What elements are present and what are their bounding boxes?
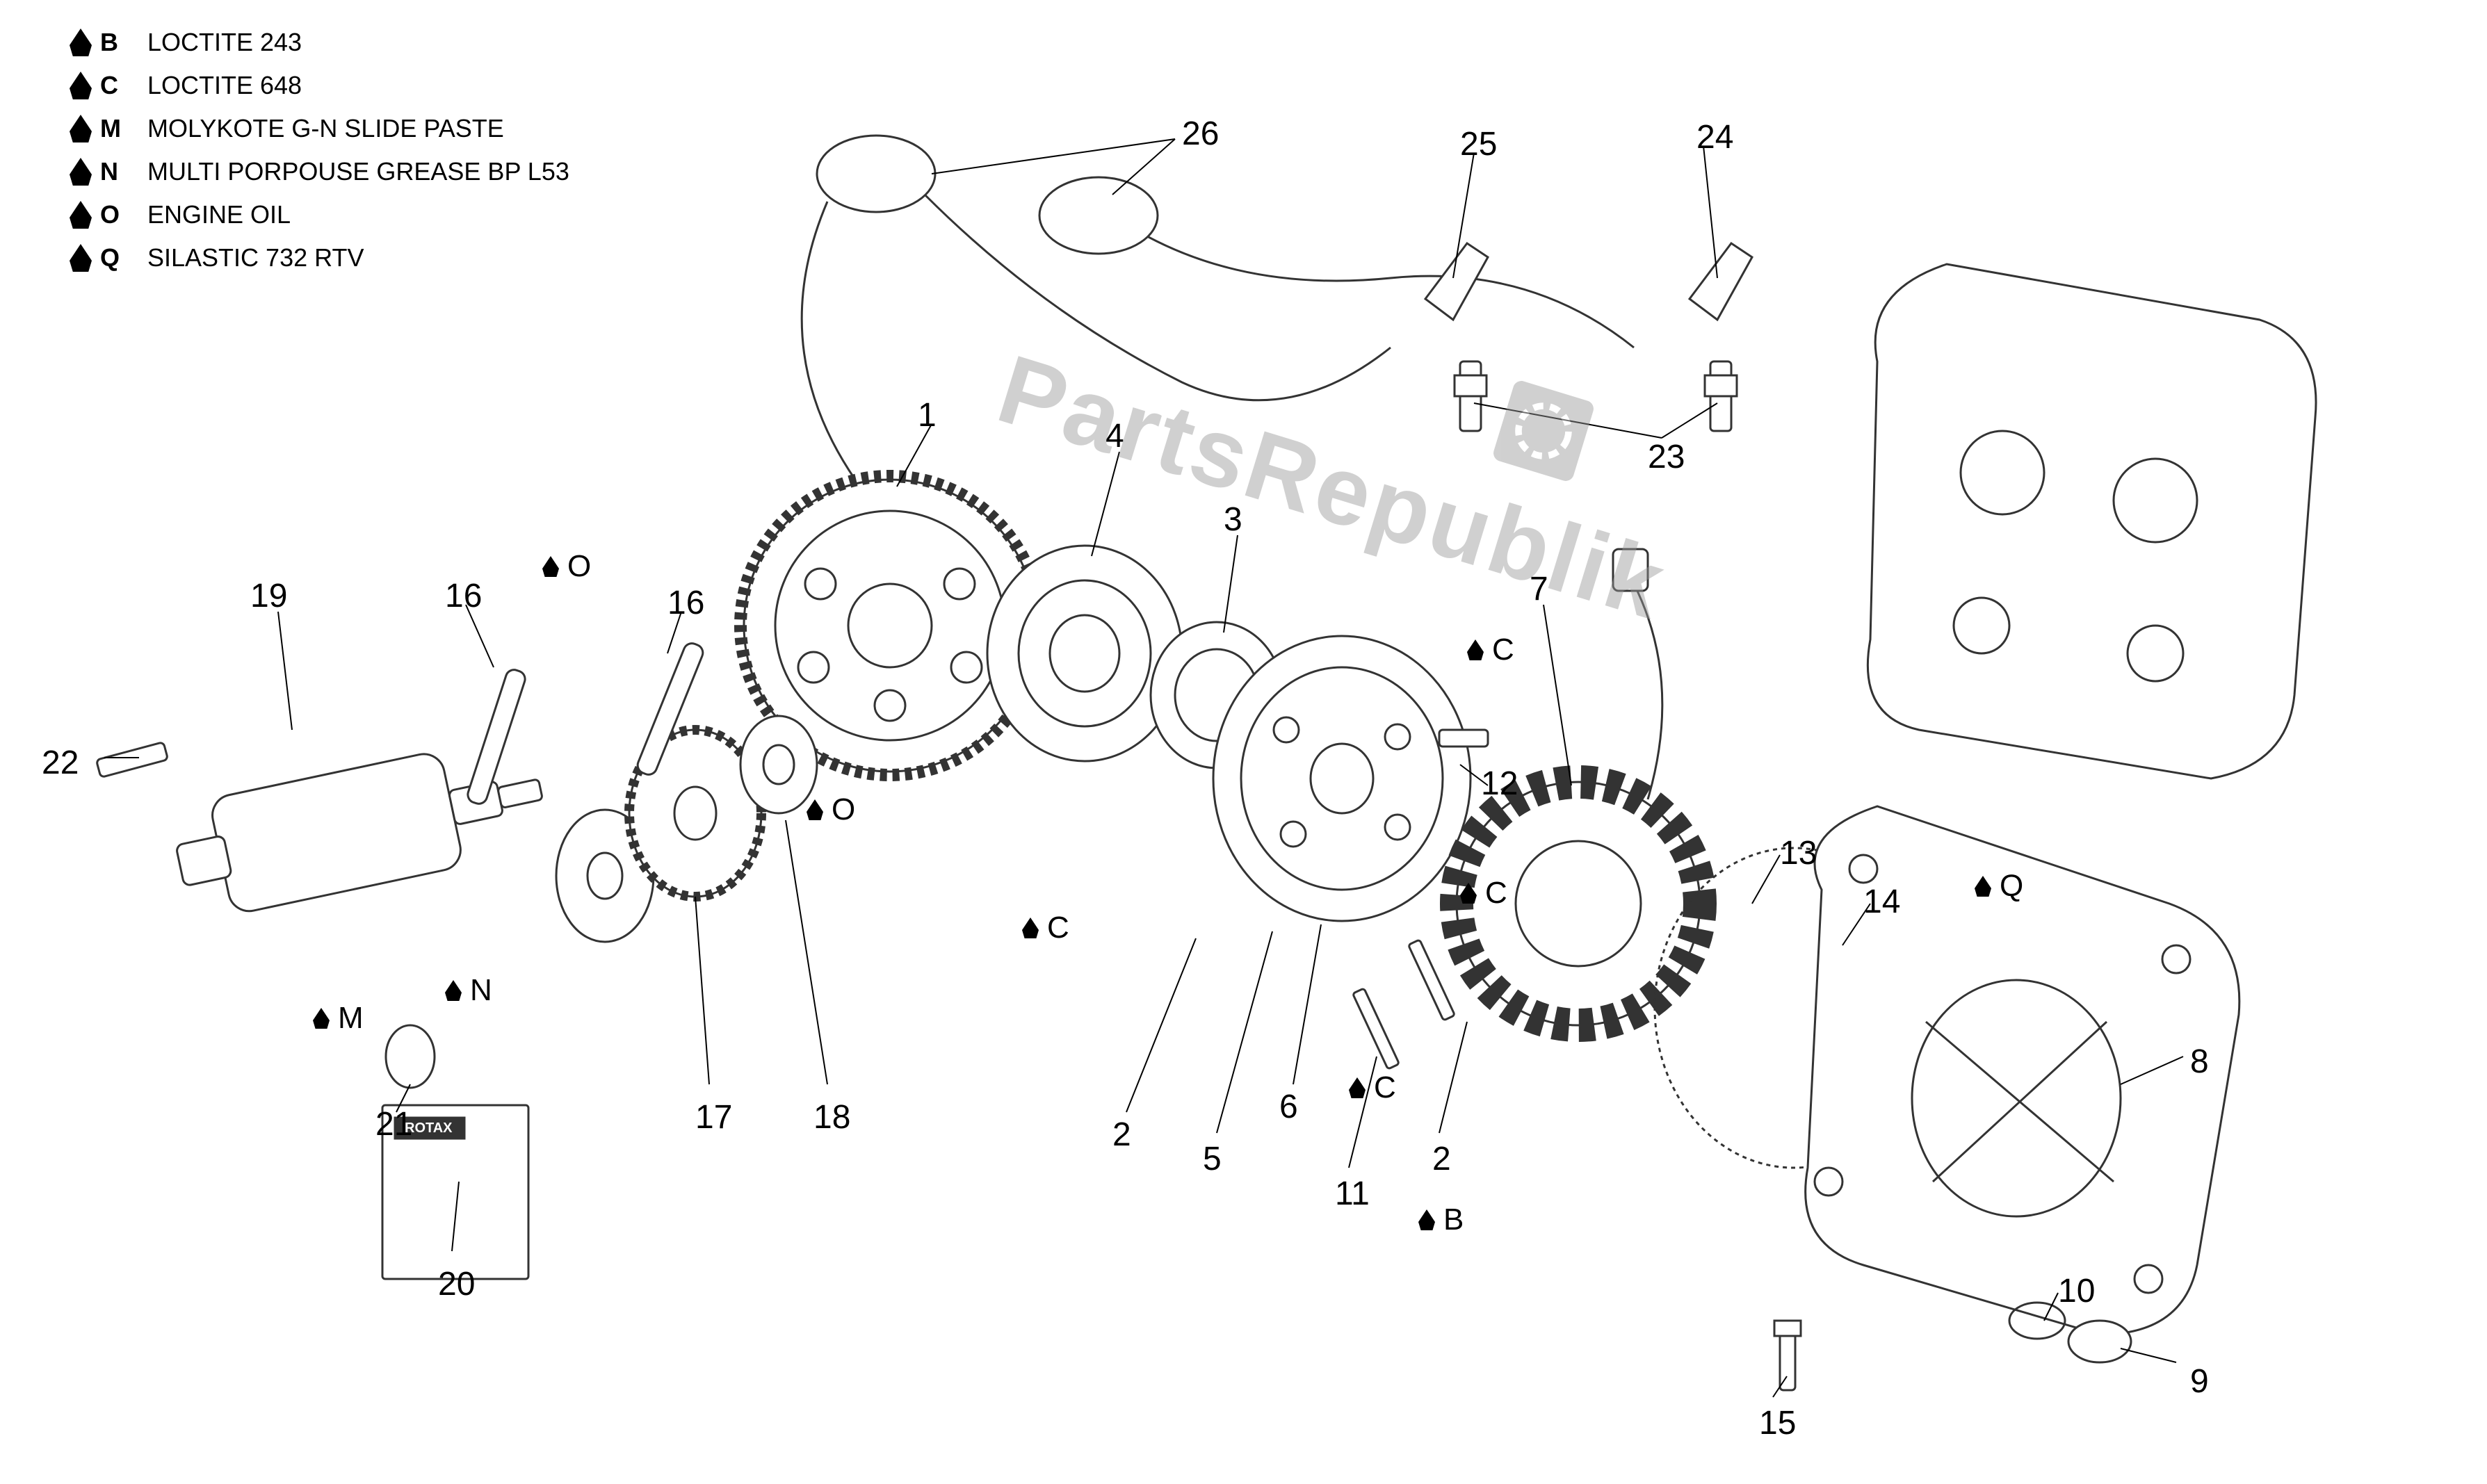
marker-C: C bbox=[1467, 633, 1514, 667]
marker-C: C bbox=[1022, 911, 1069, 945]
drop-icon bbox=[1467, 639, 1484, 660]
callout-23: 23 bbox=[1648, 438, 1685, 476]
marker-C: C bbox=[1460, 876, 1507, 911]
callout-21: 21 bbox=[375, 1105, 412, 1143]
marker-C: C bbox=[1349, 1070, 1396, 1105]
callout-14: 14 bbox=[1863, 883, 1900, 921]
drop-icon bbox=[1418, 1209, 1435, 1230]
drop-icon bbox=[1022, 918, 1039, 938]
marker-N: N bbox=[445, 973, 492, 1008]
marker-M: M bbox=[313, 1001, 364, 1036]
marker-O: O bbox=[807, 792, 855, 827]
callout-18: 18 bbox=[813, 1098, 850, 1136]
callout-13: 13 bbox=[1780, 834, 1817, 872]
callout-11: 11 bbox=[1335, 1175, 1370, 1213]
callout-7: 7 bbox=[1530, 570, 1548, 608]
callout-16: 16 bbox=[667, 584, 704, 622]
callout-2: 2 bbox=[1432, 1140, 1451, 1178]
callout-10: 10 bbox=[2058, 1272, 2095, 1310]
drop-icon bbox=[1349, 1077, 1366, 1098]
callout-12: 12 bbox=[1481, 765, 1518, 803]
callout-6: 6 bbox=[1279, 1088, 1298, 1126]
callout-25: 25 bbox=[1460, 125, 1497, 163]
callout-5: 5 bbox=[1203, 1140, 1222, 1178]
callout-2: 2 bbox=[1112, 1116, 1131, 1154]
callout-24: 24 bbox=[1696, 118, 1733, 156]
marker-Q: Q bbox=[1975, 869, 2023, 904]
callout-3: 3 bbox=[1224, 500, 1242, 539]
callout-19: 19 bbox=[250, 577, 287, 615]
callout-4: 4 bbox=[1105, 417, 1124, 455]
callout-22: 22 bbox=[42, 744, 79, 782]
callout-17: 17 bbox=[695, 1098, 732, 1136]
callout-1: 1 bbox=[918, 396, 937, 434]
marker-B: B bbox=[1418, 1202, 1464, 1237]
parts-drawing bbox=[0, 0, 2487, 1484]
callout-15: 15 bbox=[1759, 1404, 1796, 1442]
drop-icon bbox=[807, 799, 823, 820]
callout-9: 9 bbox=[2190, 1362, 2209, 1401]
callout-8: 8 bbox=[2190, 1043, 2209, 1081]
drop-icon bbox=[445, 980, 462, 1001]
callout-16: 16 bbox=[445, 577, 482, 615]
drop-icon bbox=[1460, 883, 1477, 904]
marker-O: O bbox=[542, 549, 591, 584]
drop-icon bbox=[542, 556, 559, 577]
drop-icon bbox=[1975, 876, 1991, 897]
callout-26: 26 bbox=[1182, 115, 1219, 153]
exploded-diagram: ROTAX 1 2 2 3 4 5 6 7 8 9 10 11 12 13 14… bbox=[0, 0, 2487, 1484]
drop-icon bbox=[313, 1008, 330, 1029]
callout-20: 20 bbox=[438, 1265, 475, 1303]
